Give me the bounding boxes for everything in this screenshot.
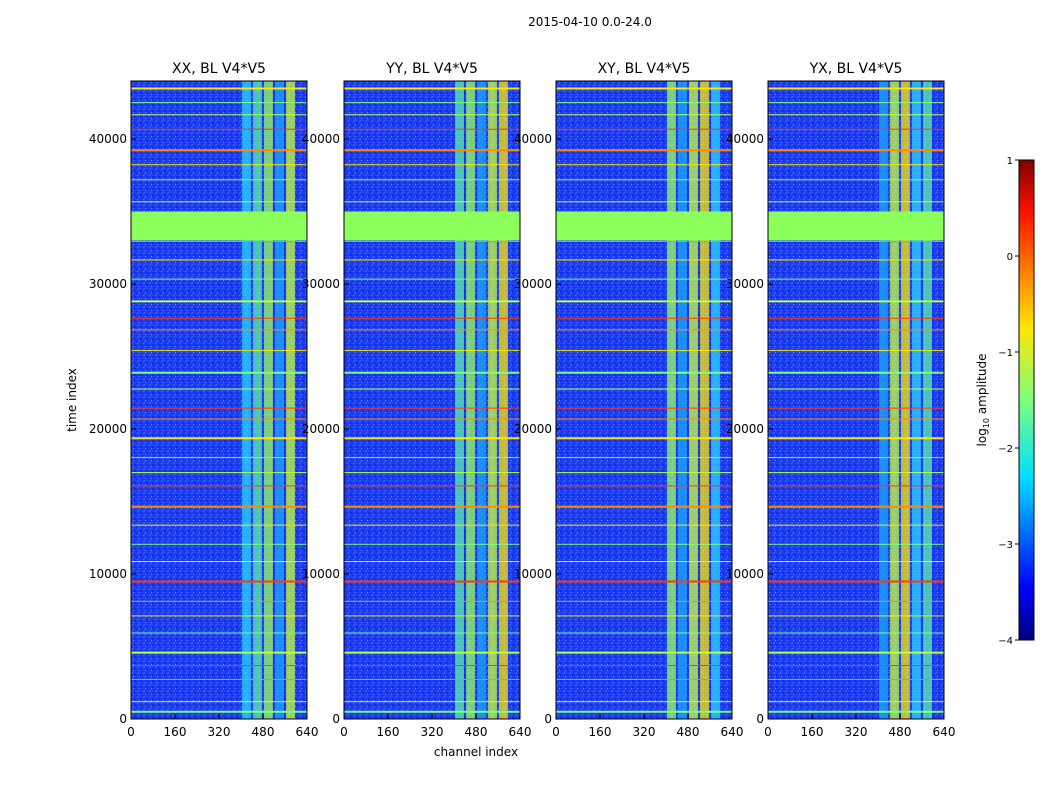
channel-band [275, 81, 284, 719]
y-tick-label: 0 [332, 712, 340, 726]
channel-band [253, 81, 262, 719]
y-tick-label: 20000 [726, 422, 764, 436]
y-tick-label: 30000 [302, 277, 340, 291]
y-tick-label: 20000 [302, 422, 340, 436]
channel-band [689, 81, 698, 719]
colorbar-tick-label: −4 [998, 636, 1013, 647]
flagged-block [556, 211, 732, 241]
x-tick-label: 160 [164, 725, 187, 739]
x-tick-label: 320 [208, 725, 231, 739]
x-tick-label: 160 [589, 725, 612, 739]
x-tick-label: 640 [721, 725, 744, 739]
colorbar-label: log10 amplitude [975, 354, 991, 447]
channel-band [477, 81, 486, 719]
x-tick-label: 480 [465, 725, 488, 739]
panel-yx: YX, BL V4*V5 0 160 320 480 640 0 10000 20000 3000… [726, 61, 956, 739]
x-tick-label: 480 [889, 725, 912, 739]
y-tick-label: 30000 [726, 277, 764, 291]
panel-title: XX, BL V4*V5 [172, 61, 266, 77]
y-tick-label: 0 [544, 712, 552, 726]
y-tick-label: 40000 [302, 132, 340, 146]
x-tick-label: 0 [127, 725, 135, 739]
channel-band [912, 81, 921, 719]
colorbar-gradient [1018, 159, 1035, 641]
channel-band [901, 81, 910, 719]
channel-band [667, 81, 676, 719]
channel-band [923, 81, 932, 719]
flagged-block [131, 211, 307, 241]
colorbar: 1 0 −1 −2 −3 −4 log10 amplitude [975, 156, 1035, 647]
channel-band [879, 81, 888, 719]
channel-band [488, 81, 497, 719]
y-tick-label: 40000 [514, 132, 552, 146]
y-axis-label: time index [65, 368, 79, 432]
y-tick-label: 10000 [302, 567, 340, 581]
channel-band [466, 81, 475, 719]
colorbar-tick-label: −2 [998, 444, 1013, 455]
y-tick-label: 40000 [726, 132, 764, 146]
channel-band [700, 81, 709, 719]
panel-yy: YY, BL V4*V5 0 160 320 480 640 0 10000 20000 3000… [302, 61, 532, 739]
flagged-block [344, 211, 520, 241]
y-tick-label: 40000 [89, 132, 127, 146]
x-tick-label: 480 [677, 725, 700, 739]
channel-band [455, 81, 464, 719]
panel-xx: XX, BL V4*V5 0 160 320 480 640 0 10000 20000 3000… [89, 61, 319, 739]
channel-band [711, 81, 720, 719]
panel-xy: XY, BL V4*V5 0 160 320 480 640 0 10000 20000 3000… [514, 61, 744, 739]
y-tick-label: 10000 [726, 567, 764, 581]
x-tick-label: 160 [801, 725, 824, 739]
x-tick-label: 0 [340, 725, 348, 739]
y-tick-label: 10000 [89, 567, 127, 581]
channel-band [890, 81, 899, 719]
y-tick-label: 0 [119, 712, 127, 726]
channel-band [678, 81, 687, 719]
x-tick-label: 640 [933, 725, 956, 739]
x-tick-label: 320 [421, 725, 444, 739]
channel-band [264, 81, 273, 719]
colorbar-tick-label: −1 [998, 348, 1013, 359]
y-tick-label: 30000 [514, 277, 552, 291]
colorbar-tick-label: 1 [1007, 156, 1013, 167]
panel-title: YX, BL V4*V5 [809, 61, 903, 77]
x-tick-label: 0 [764, 725, 772, 739]
x-tick-label: 160 [377, 725, 400, 739]
panel-title: XY, BL V4*V5 [598, 61, 691, 77]
channel-band [499, 81, 508, 719]
x-axis-label: channel index [434, 745, 518, 759]
channel-band [286, 81, 295, 719]
y-tick-label: 0 [756, 712, 764, 726]
y-tick-label: 10000 [514, 567, 552, 581]
channel-band [242, 81, 251, 719]
y-tick-label: 20000 [89, 422, 127, 436]
y-tick-label: 20000 [514, 422, 552, 436]
x-tick-label: 640 [509, 725, 532, 739]
panel-title: YY, BL V4*V5 [385, 61, 478, 77]
x-tick-label: 0 [552, 725, 560, 739]
colorbar-tick-label: −3 [998, 540, 1013, 551]
flagged-block [768, 211, 944, 241]
x-tick-label: 320 [845, 725, 868, 739]
y-tick-label: 30000 [89, 277, 127, 291]
colorbar-tick-label: 0 [1007, 252, 1013, 263]
suptitle: 2015-04-10 0.0-24.0 [528, 15, 652, 29]
x-tick-label: 320 [633, 725, 656, 739]
x-tick-label: 640 [296, 725, 319, 739]
x-tick-label: 480 [252, 725, 275, 739]
